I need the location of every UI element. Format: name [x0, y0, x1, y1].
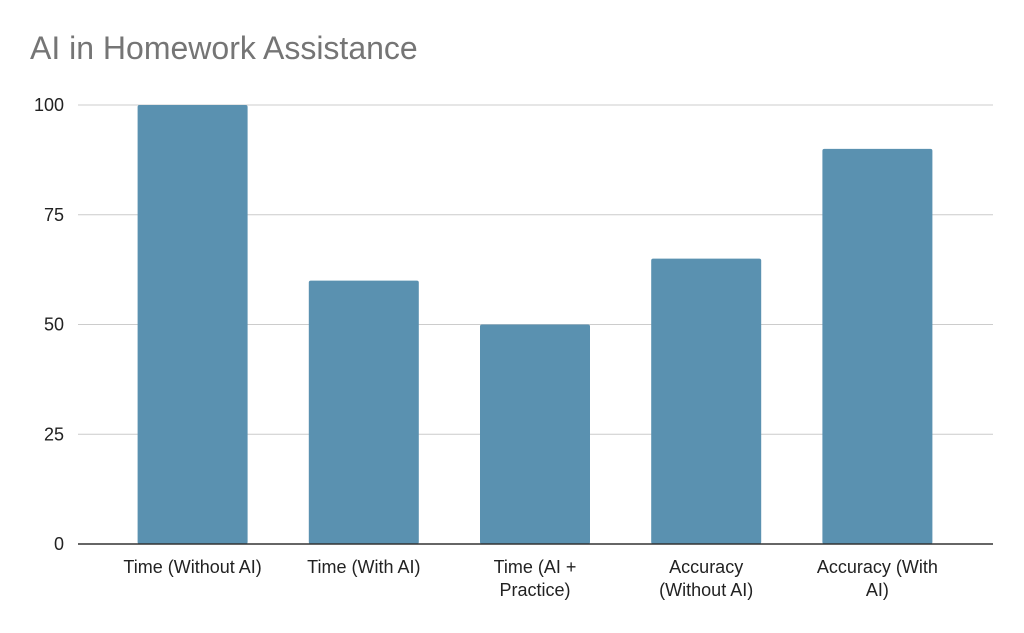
x-category-label-line: Accuracy (With: [817, 557, 938, 577]
x-category-label-line: Accuracy: [669, 557, 743, 577]
x-category-label-line: (Without AI): [659, 580, 753, 600]
bar-2: [308, 280, 419, 544]
bar-3: [480, 324, 590, 544]
x-category-label-line: Practice): [499, 580, 570, 600]
x-category-label-5: Accuracy (With AI): [817, 557, 938, 600]
x-category-label-4: Accuracy (Without AI): [659, 557, 753, 600]
chart-title: AI in Homework Assistance: [30, 30, 418, 66]
y-tick-label-50: 50: [44, 315, 64, 335]
y-tick-label-0: 0: [54, 534, 64, 554]
x-category-label-1: Time (Without AI): [123, 557, 261, 577]
bar-4: [651, 258, 762, 544]
x-category-label-3: Time (AI + Practice): [494, 557, 577, 600]
y-tick-label-75: 75: [44, 205, 64, 225]
y-tick-label-25: 25: [44, 424, 64, 444]
x-category-label-2: Time (With AI): [307, 557, 420, 577]
bar-1: [137, 105, 248, 544]
x-category-label-line: Time (With AI): [307, 557, 420, 577]
y-tick-labels: 0 25 50 75 100: [34, 95, 64, 554]
x-category-label-line: Time (AI +: [494, 557, 577, 577]
y-tick-label-100: 100: [34, 95, 64, 115]
bar-5: [822, 148, 933, 544]
x-category-label-line: Time (Without AI): [123, 557, 261, 577]
x-category-label-line: AI): [866, 580, 889, 600]
x-category-labels: Time (Without AI) Time (With AI) Time (AI …: [123, 557, 937, 600]
bars: [137, 105, 933, 544]
